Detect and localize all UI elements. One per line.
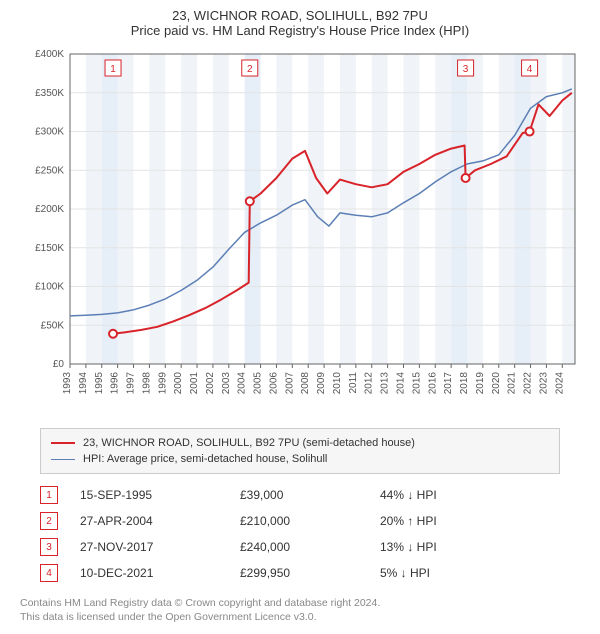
svg-text:2013: 2013 [380,372,391,395]
sales-table: 1 15-SEP-1995 £39,000 44% ↓ HPI 2 27-APR… [40,482,560,586]
svg-text:£50K: £50K [41,320,65,331]
svg-text:2020: 2020 [491,372,502,395]
svg-text:1998: 1998 [141,372,152,395]
sale-price: £240,000 [240,540,380,554]
svg-text:2021: 2021 [507,372,518,395]
table-row: 3 27-NOV-2017 £240,000 13% ↓ HPI [40,534,560,560]
svg-text:2002: 2002 [205,372,216,395]
sale-marker-icon: 2 [40,512,58,530]
svg-text:2017: 2017 [443,372,454,395]
svg-text:2007: 2007 [284,372,295,395]
svg-text:2000: 2000 [173,372,184,395]
title-line1: 23, WICHNOR ROAD, SOLIHULL, B92 7PU [10,8,590,23]
svg-text:2: 2 [247,64,253,75]
svg-text:2016: 2016 [427,372,438,395]
sale-delta: 13% ↓ HPI [380,540,540,554]
attribution-line: Contains HM Land Registry data © Crown c… [20,596,580,610]
svg-text:1994: 1994 [78,372,89,395]
sale-marker-icon: 3 [40,538,58,556]
svg-text:2022: 2022 [523,372,534,395]
sale-date: 15-SEP-1995 [80,488,240,502]
svg-text:£100K: £100K [35,282,64,293]
legend-item: 23, WICHNOR ROAD, SOLIHULL, B92 7PU (sem… [51,435,549,451]
svg-text:£300K: £300K [35,127,64,138]
attribution-line: This data is licensed under the Open Gov… [20,610,580,624]
svg-text:£400K: £400K [35,49,64,60]
sale-date: 27-NOV-2017 [80,540,240,554]
table-row: 4 10-DEC-2021 £299,950 5% ↓ HPI [40,560,560,586]
svg-text:2003: 2003 [221,372,232,395]
svg-text:2018: 2018 [459,372,470,395]
sale-delta: 20% ↑ HPI [380,514,540,528]
title-line2: Price paid vs. HM Land Registry's House … [10,23,590,38]
sale-marker-icon: 1 [40,486,58,504]
svg-text:2009: 2009 [316,372,327,395]
sale-date: 27-APR-2004 [80,514,240,528]
sale-price: £299,950 [240,566,380,580]
legend: 23, WICHNOR ROAD, SOLIHULL, B92 7PU (sem… [40,428,560,474]
legend-swatch [51,442,75,444]
sale-marker-icon: 4 [40,564,58,582]
sale-delta: 44% ↓ HPI [380,488,540,502]
svg-text:2001: 2001 [189,372,200,395]
svg-text:1: 1 [110,64,116,75]
svg-text:2024: 2024 [554,372,565,395]
table-row: 1 15-SEP-1995 £39,000 44% ↓ HPI [40,482,560,508]
svg-text:1995: 1995 [94,372,105,395]
legend-label: 23, WICHNOR ROAD, SOLIHULL, B92 7PU (sem… [83,435,415,451]
svg-text:2008: 2008 [300,372,311,395]
svg-text:2019: 2019 [475,372,486,395]
svg-text:1996: 1996 [110,372,121,395]
svg-text:£250K: £250K [35,165,64,176]
svg-text:£350K: £350K [35,88,64,99]
legend-label: HPI: Average price, semi-detached house,… [83,451,327,467]
svg-text:2023: 2023 [538,372,549,395]
svg-text:2012: 2012 [364,372,375,395]
svg-text:2015: 2015 [411,372,422,395]
sale-date: 10-DEC-2021 [80,566,240,580]
svg-text:2006: 2006 [268,372,279,395]
svg-text:2004: 2004 [237,372,248,395]
legend-swatch [51,459,75,460]
svg-text:1997: 1997 [126,372,137,395]
sale-price: £39,000 [240,488,380,502]
attribution: Contains HM Land Registry data © Crown c… [20,596,580,624]
svg-text:£150K: £150K [35,243,64,254]
svg-text:3: 3 [463,64,469,75]
svg-text:£200K: £200K [35,204,64,215]
svg-text:2010: 2010 [332,372,343,395]
svg-text:1993: 1993 [62,372,73,395]
svg-text:2011: 2011 [348,372,359,394]
legend-item: HPI: Average price, semi-detached house,… [51,451,549,467]
chart: £0 £50K £100K £150K £200K £250K £300K £350K £400… [20,44,580,424]
svg-text:2014: 2014 [395,372,406,395]
chart-container: 23, WICHNOR ROAD, SOLIHULL, B92 7PU Pric… [0,0,600,634]
table-row: 2 27-APR-2004 £210,000 20% ↑ HPI [40,508,560,534]
svg-text:£0: £0 [53,359,65,370]
sale-delta: 5% ↓ HPI [380,566,540,580]
svg-text:1999: 1999 [157,372,168,395]
svg-text:4: 4 [527,64,533,75]
sale-price: £210,000 [240,514,380,528]
chart-svg: £0 £50K £100K £150K £200K £250K £300K £350K £400… [20,44,580,424]
svg-text:2005: 2005 [253,372,264,395]
